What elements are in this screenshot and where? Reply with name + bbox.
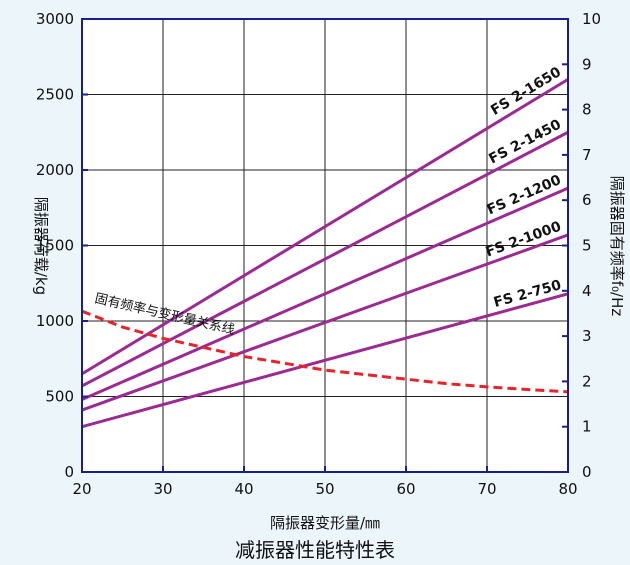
- right-tick-label: 1: [582, 418, 592, 436]
- left-tick-label: 3000: [36, 10, 74, 28]
- left-tick-label: 2000: [36, 161, 74, 179]
- x-tick-label: 30: [153, 480, 172, 498]
- left-tick-label: 1000: [36, 312, 74, 330]
- right-tick-label: 10: [582, 10, 601, 28]
- left-tick-label: 2500: [36, 86, 74, 104]
- right-tick-label: 3: [582, 327, 592, 345]
- right-tick-label: 9: [582, 55, 592, 73]
- left-axis-ticks: 0 500 1000 1500 2000 2500 3000: [36, 10, 88, 481]
- chart-caption: 减振器性能特性表: [235, 538, 395, 562]
- right-tick-label: 2: [582, 372, 592, 390]
- left-tick-label: 1500: [36, 237, 74, 255]
- series-layer: [81, 78, 569, 429]
- right-tick-label: 0: [582, 463, 592, 481]
- right-tick-label: 5: [582, 237, 592, 255]
- series-line: [81, 78, 569, 376]
- right-axis-ticks: 0 1 2 3 4 5 6 7 8 9 10: [562, 10, 601, 481]
- series-line: [81, 233, 569, 412]
- left-axis-title: 隔振器荷载/kg: [32, 197, 50, 295]
- series-line: [81, 186, 569, 401]
- series-line: [81, 292, 569, 429]
- x-tick-label: 40: [234, 480, 253, 498]
- left-tick-label: 0: [64, 463, 74, 481]
- frequency-curve-layer: [81, 309, 569, 394]
- frequency-curve-line: [81, 309, 569, 394]
- right-axis-title: 隔振器固有频率f₀/Hz: [608, 176, 626, 317]
- x-tick-label: 60: [396, 480, 415, 498]
- right-tick-label: 7: [582, 146, 592, 164]
- right-tick-label: 6: [582, 191, 592, 209]
- x-axis-title: 隔振器变形量/㎜: [270, 514, 380, 532]
- x-tick-label: 80: [558, 480, 577, 498]
- left-tick-label: 500: [45, 388, 74, 406]
- x-tick-label: 50: [315, 480, 334, 498]
- right-tick-label: 4: [582, 282, 592, 300]
- x-tick-label: 20: [72, 480, 91, 498]
- x-tick-label: 70: [477, 480, 496, 498]
- x-axis-ticks: 20 30 40 50 60 70 80: [72, 466, 578, 498]
- series-line: [81, 130, 569, 388]
- right-tick-label: 8: [582, 101, 592, 119]
